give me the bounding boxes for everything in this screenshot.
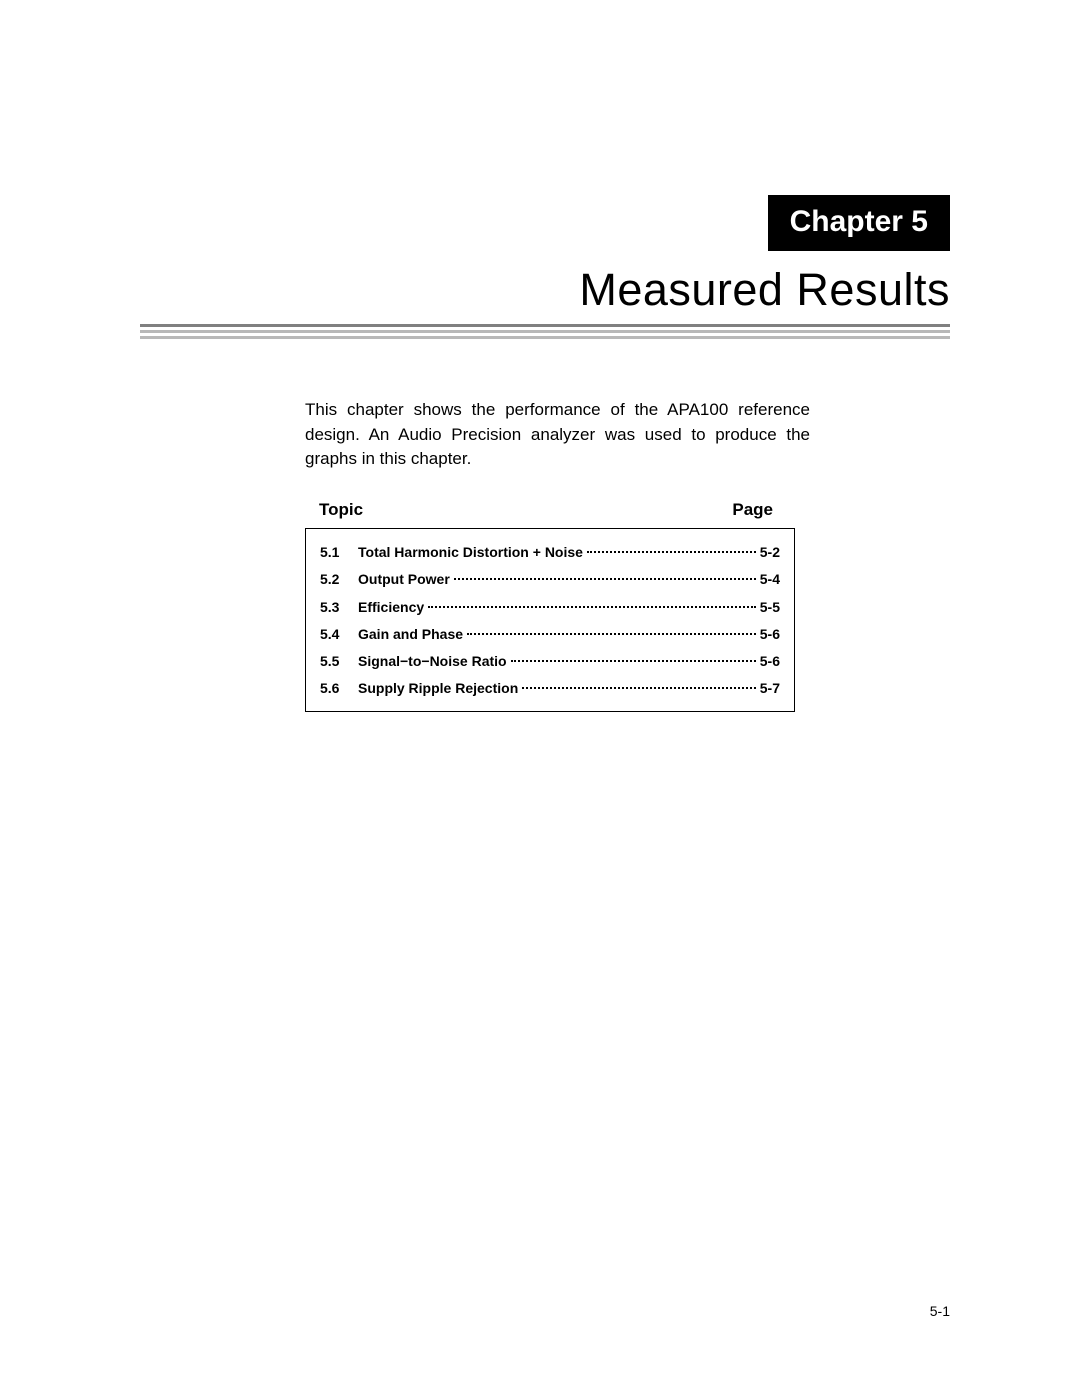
toc-row: 5.5 Signal−to−Noise Ratio 5-6 [320,648,780,675]
toc-num: 5.3 [320,594,358,621]
toc-row: 5.6 Supply Ripple Rejection 5-7 [320,675,780,702]
toc-header: Topic Page [305,500,795,528]
toc-page: 5-2 [760,539,780,566]
intro-paragraph: This chapter shows the performance of th… [305,398,810,472]
rule [140,324,950,327]
toc-dots [467,633,756,635]
toc-num: 5.6 [320,675,358,702]
toc-page: 5-5 [760,594,780,621]
toc: Topic Page 5.1 Total Harmonic Distortion… [305,500,795,712]
rule [140,330,950,333]
toc-title: Efficiency [358,594,424,621]
toc-title: Output Power [358,566,450,593]
toc-page: 5-6 [760,648,780,675]
toc-page: 5-4 [760,566,780,593]
toc-dots [428,606,756,608]
chapter-badge: Chapter 5 [768,195,950,251]
toc-dots [454,578,756,580]
toc-title: Supply Ripple Rejection [358,675,518,702]
toc-title: Gain and Phase [358,621,463,648]
toc-row: 5.4 Gain and Phase 5-6 [320,621,780,648]
toc-num: 5.2 [320,566,358,593]
toc-box: 5.1 Total Harmonic Distortion + Noise 5-… [305,528,795,712]
toc-num: 5.1 [320,539,358,566]
document-page: Chapter 5 Measured Results This chapter … [0,0,1080,1397]
divider-rules [140,324,950,342]
toc-row: 5.3 Efficiency 5-5 [320,594,780,621]
toc-header-page: Page [732,500,773,520]
toc-header-topic: Topic [319,500,363,520]
page-number: 5-1 [930,1303,950,1319]
toc-row: 5.1 Total Harmonic Distortion + Noise 5-… [320,539,780,566]
toc-dots [522,687,756,689]
toc-page: 5-6 [760,621,780,648]
toc-num: 5.4 [320,621,358,648]
toc-num: 5.5 [320,648,358,675]
toc-dots [587,551,756,553]
rule [140,336,950,339]
chapter-badge-text: Chapter 5 [790,205,928,238]
toc-row: 5.2 Output Power 5-4 [320,566,780,593]
toc-dots [511,660,756,662]
toc-title: Signal−to−Noise Ratio [358,648,507,675]
toc-page: 5-7 [760,675,780,702]
toc-title: Total Harmonic Distortion + Noise [358,539,583,566]
chapter-title: Measured Results [579,264,950,316]
